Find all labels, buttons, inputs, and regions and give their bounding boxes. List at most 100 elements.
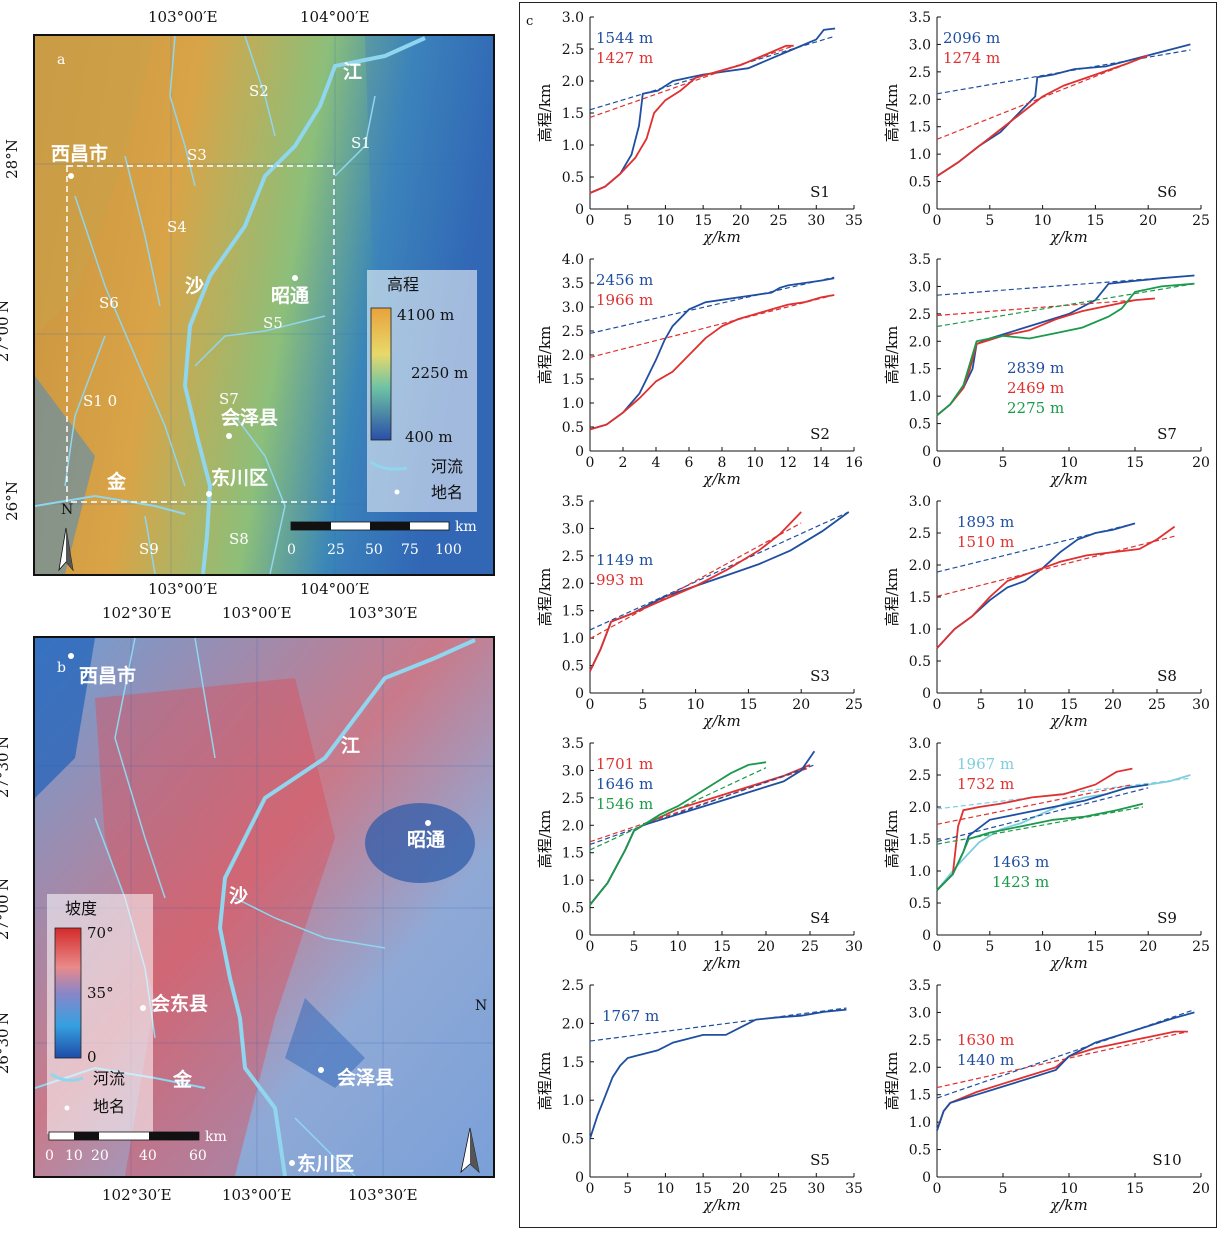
x-axis-label: χ/km: [1049, 228, 1087, 246]
place-zhaotong: 昭通: [271, 285, 310, 307]
scale-bar-a: km 0 25 50 75 100: [287, 519, 477, 558]
series-label-1: 1440 m: [957, 1051, 1014, 1069]
x-tick-label: 10: [1034, 213, 1052, 229]
series-line-1: [936, 297, 1155, 416]
series-label-0: 1967 m: [957, 755, 1014, 773]
y-tick-label: 2.0: [562, 576, 584, 592]
series-label-0: 2456 m: [596, 271, 653, 289]
series-label-1: 1732 m: [957, 775, 1014, 793]
y-tick-label: 1.5: [562, 372, 584, 388]
y-axis-label: 高程/km: [883, 568, 901, 626]
north-arrow-a: N: [58, 502, 74, 572]
map-b-bottom-lon-1: 102°30′E: [102, 1186, 172, 1204]
fit-line-1: [589, 294, 835, 358]
x-tick-label: 6: [685, 455, 694, 471]
x-tick-label: 10: [1060, 1181, 1078, 1197]
x-tick-label: 20: [732, 1181, 750, 1197]
place-dongchuan: 东川区: [211, 466, 268, 489]
legend-place-label: 地名: [431, 483, 463, 502]
place-huize: 会泽县: [221, 406, 278, 429]
y-tick-label: 3.5: [909, 252, 931, 268]
y-tick-label: 2.0: [909, 334, 931, 350]
svg-text:km: km: [455, 519, 477, 535]
x-tick-label: 5: [623, 1181, 632, 1197]
y-tick-label: 0.5: [562, 901, 584, 917]
x-tick-label: 10: [1034, 939, 1052, 955]
svg-text:10: 10: [65, 1148, 83, 1164]
series-line-0: [589, 277, 835, 431]
fit-line-1: [589, 522, 802, 640]
y-tick-label: 3.0: [909, 494, 931, 510]
y-tick-label: 2.5: [909, 1033, 931, 1049]
x-tick-label: 4: [652, 455, 661, 471]
y-tick-label: 2.0: [909, 92, 931, 108]
y-tick-label: 2.5: [562, 978, 584, 994]
y-tick-label: 2.0: [909, 800, 931, 816]
elevation-legend: 高程 4100 m 2250 m 400 m 河流 地名: [367, 270, 477, 512]
svg-text:60: 60: [189, 1148, 207, 1164]
legend-place-label-b: 地名: [93, 1097, 125, 1116]
svg-text:75: 75: [401, 542, 419, 558]
x-tick-label: 0: [933, 697, 942, 713]
chart-id-label: S8: [1157, 667, 1177, 685]
y-tick-label: 2.5: [562, 549, 584, 565]
x-tick-label: 5: [999, 455, 1008, 471]
scale-bar-b: km 0 10 20 40 60: [45, 1129, 227, 1164]
north-arrow-b: N: [460, 998, 487, 1174]
slope-legend-min: 0: [87, 1048, 97, 1066]
y-tick-label: 1.0: [562, 396, 584, 412]
y-axis-label: 高程/km: [536, 84, 554, 142]
series-line-1: [589, 511, 802, 672]
series-label-1: 1274 m: [943, 49, 1000, 67]
series-label-0: 1701 m: [596, 755, 653, 773]
river-label-sha: 沙: [185, 275, 204, 297]
series-label-0: 2839 m: [1007, 359, 1064, 377]
y-tick-label: 0: [575, 1170, 584, 1186]
y-tick-label: 1.5: [562, 846, 584, 862]
y-tick-label: 2.0: [562, 74, 584, 90]
river-label-jin-b: 金: [172, 1068, 193, 1091]
y-tick-label: 0.5: [909, 654, 931, 670]
x-tick-label: 25: [1192, 939, 1210, 955]
x-tick-label: 20: [1192, 455, 1210, 471]
chart-id-label: S1: [810, 183, 830, 201]
x-tick-label: 20: [1104, 697, 1122, 713]
series-label-0: 1544 m: [596, 29, 653, 47]
x-tick-label: 20: [1192, 1181, 1210, 1197]
stream-label-s3: S3: [187, 146, 207, 164]
x-tick-label: 10: [687, 697, 705, 713]
chart-id-label: S3: [810, 667, 830, 685]
y-tick-label: 3.5: [909, 10, 931, 26]
y-axis-label: 高程/km: [883, 326, 901, 384]
chart-id-label: S7: [1157, 425, 1177, 443]
map-b-left-lat-1: 27°30′N: [0, 735, 13, 799]
slope-legend-title: 坡度: [65, 899, 97, 918]
map-b-top-lon-3: 103°30′E: [348, 604, 418, 622]
y-axis-label: 高程/km: [536, 568, 554, 626]
y-tick-label: 0.5: [909, 896, 931, 912]
y-tick-label: 3.5: [562, 276, 584, 292]
x-tick-label: 0: [933, 1181, 942, 1197]
y-tick-label: 2.5: [909, 526, 931, 542]
x-axis-label: χ/km: [702, 954, 740, 972]
x-tick-label: 10: [657, 1181, 675, 1197]
river-label-sha-b: 沙: [229, 885, 248, 907]
fit-line-1: [936, 784, 1133, 825]
series-line-3: [936, 802, 1144, 891]
place-zhaotong-b: 昭通: [407, 829, 446, 851]
y-tick-label: 2.0: [909, 558, 931, 574]
slope-legend: 坡度 70° 35° 0 河流 地名: [47, 894, 153, 1134]
x-tick-label: 5: [985, 213, 994, 229]
elevation-map-canvas: a 西昌市 昭通 会泽县 东川区 江 沙 金 S1 S2 S3 S4 S5 S6…: [35, 36, 493, 574]
svg-text:20: 20: [91, 1148, 109, 1164]
x-tick-label: 15: [739, 697, 757, 713]
series-line-1: [936, 1011, 1195, 1131]
slope-legend-max: 70°: [87, 924, 114, 942]
y-tick-label: 1.0: [909, 864, 931, 880]
svg-text:N: N: [475, 998, 487, 1014]
map-a-top-lon-1: 103°00′E: [148, 8, 218, 26]
stream-label-s1: S1: [351, 134, 371, 152]
y-tick-label: 1.5: [909, 1088, 931, 1104]
stream-label-s6: S6: [99, 294, 119, 312]
fit-line-1: [936, 297, 1155, 317]
